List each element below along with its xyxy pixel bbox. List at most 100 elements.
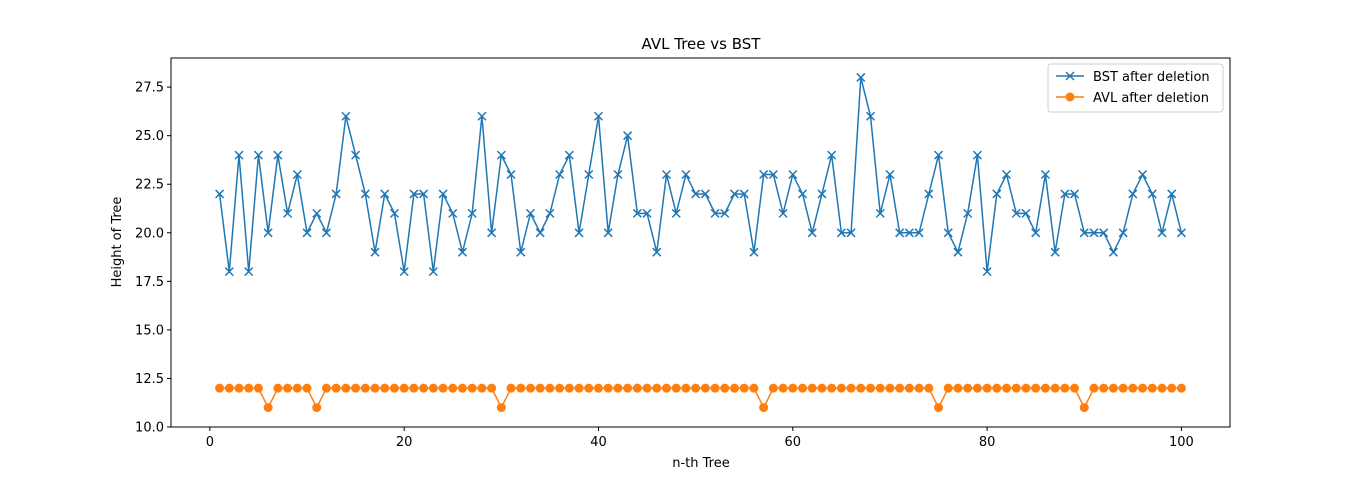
data-point [681, 383, 691, 393]
data-point [710, 383, 720, 393]
legend-label-bst: BST after deletion [1093, 70, 1210, 85]
data-point [1070, 383, 1080, 393]
y-tick-label: 17.5 [135, 275, 164, 290]
data-point [875, 383, 885, 393]
data-point [739, 383, 749, 393]
chart-title: AVL Tree vs BST [642, 35, 762, 53]
data-point [1128, 189, 1138, 199]
data-point [331, 383, 341, 393]
data-point [1060, 189, 1070, 199]
data-point [525, 383, 535, 393]
data-point [943, 383, 953, 393]
data-point [438, 383, 448, 393]
data-point [953, 383, 963, 393]
data-point [632, 383, 642, 393]
data-point [292, 169, 302, 180]
data-point [574, 383, 584, 393]
data-point [681, 169, 691, 180]
data-point [351, 150, 361, 160]
data-point [642, 383, 652, 393]
legend: BST after deletion AVL after deletion [1047, 63, 1224, 113]
y-tick-label: 25.0 [135, 129, 164, 144]
data-point [720, 383, 730, 393]
data-point [1099, 228, 1109, 238]
data-point [584, 383, 594, 393]
data-point [992, 189, 1002, 199]
data-point [885, 169, 895, 180]
data-point [1108, 247, 1118, 257]
data-point [856, 72, 866, 82]
data-point [331, 189, 341, 199]
data-point [749, 383, 759, 393]
data-point [1079, 228, 1089, 238]
data-point [1002, 169, 1012, 180]
data-point [292, 383, 302, 393]
y-tick-label: 10.0 [135, 421, 164, 436]
data-point [603, 228, 613, 238]
data-point [807, 228, 817, 238]
data-point [924, 189, 934, 199]
data-point [1089, 383, 1099, 393]
data-point [467, 208, 477, 218]
y-tick-label: 22.5 [135, 178, 164, 193]
data-point [438, 189, 448, 199]
data-point [671, 208, 681, 218]
data-point [370, 247, 380, 257]
data-point [419, 383, 429, 393]
data-point [380, 189, 390, 199]
data-point [846, 383, 856, 393]
data-point [652, 383, 662, 393]
x-tick-label: 0 [206, 435, 214, 450]
data-point [253, 383, 263, 393]
data-point [1011, 208, 1021, 218]
data-point [593, 383, 603, 393]
x-tick-label: 80 [979, 435, 996, 450]
y-axis-label: Height of Tree [110, 197, 125, 288]
data-point [934, 403, 944, 413]
data-point [759, 403, 769, 413]
data-point [564, 383, 574, 393]
data-point [1176, 228, 1186, 238]
data-point [1176, 383, 1186, 393]
data-point [360, 383, 370, 393]
y-tick-label: 20.0 [135, 226, 164, 241]
data-point [817, 383, 827, 393]
data-point [895, 383, 905, 393]
data-point [555, 169, 565, 180]
data-point [778, 383, 788, 393]
data-point [448, 208, 458, 218]
data-point [972, 383, 982, 393]
x-tick-label: 20 [396, 435, 413, 450]
data-point [525, 208, 536, 218]
data-point [1031, 228, 1041, 238]
data-point [1031, 383, 1041, 393]
data-point [856, 383, 866, 393]
data-point [399, 267, 409, 277]
data-point [759, 169, 769, 180]
data-point [904, 228, 914, 238]
data-point [351, 383, 361, 393]
data-point [632, 208, 642, 218]
data-point [409, 383, 419, 393]
data-point [263, 228, 273, 238]
data-point [215, 189, 225, 199]
data-point [778, 208, 788, 218]
data-point [768, 383, 778, 393]
x-tick-label: 100 [1169, 435, 1194, 450]
data-point [982, 267, 992, 277]
data-point [477, 111, 487, 121]
data-point [1050, 247, 1060, 257]
data-point [1079, 403, 1089, 413]
x-axis-label: n-th Tree [672, 456, 729, 471]
data-point [661, 169, 672, 180]
legend-marker-avl [1065, 92, 1075, 102]
legend-label-avl: AVL after deletion [1093, 91, 1209, 106]
data-point [1118, 383, 1128, 393]
data-point [1099, 383, 1109, 393]
data-point [613, 383, 623, 393]
data-point [283, 208, 293, 218]
series-bst [215, 72, 1186, 277]
data-point [1021, 383, 1031, 393]
data-point [506, 169, 516, 180]
